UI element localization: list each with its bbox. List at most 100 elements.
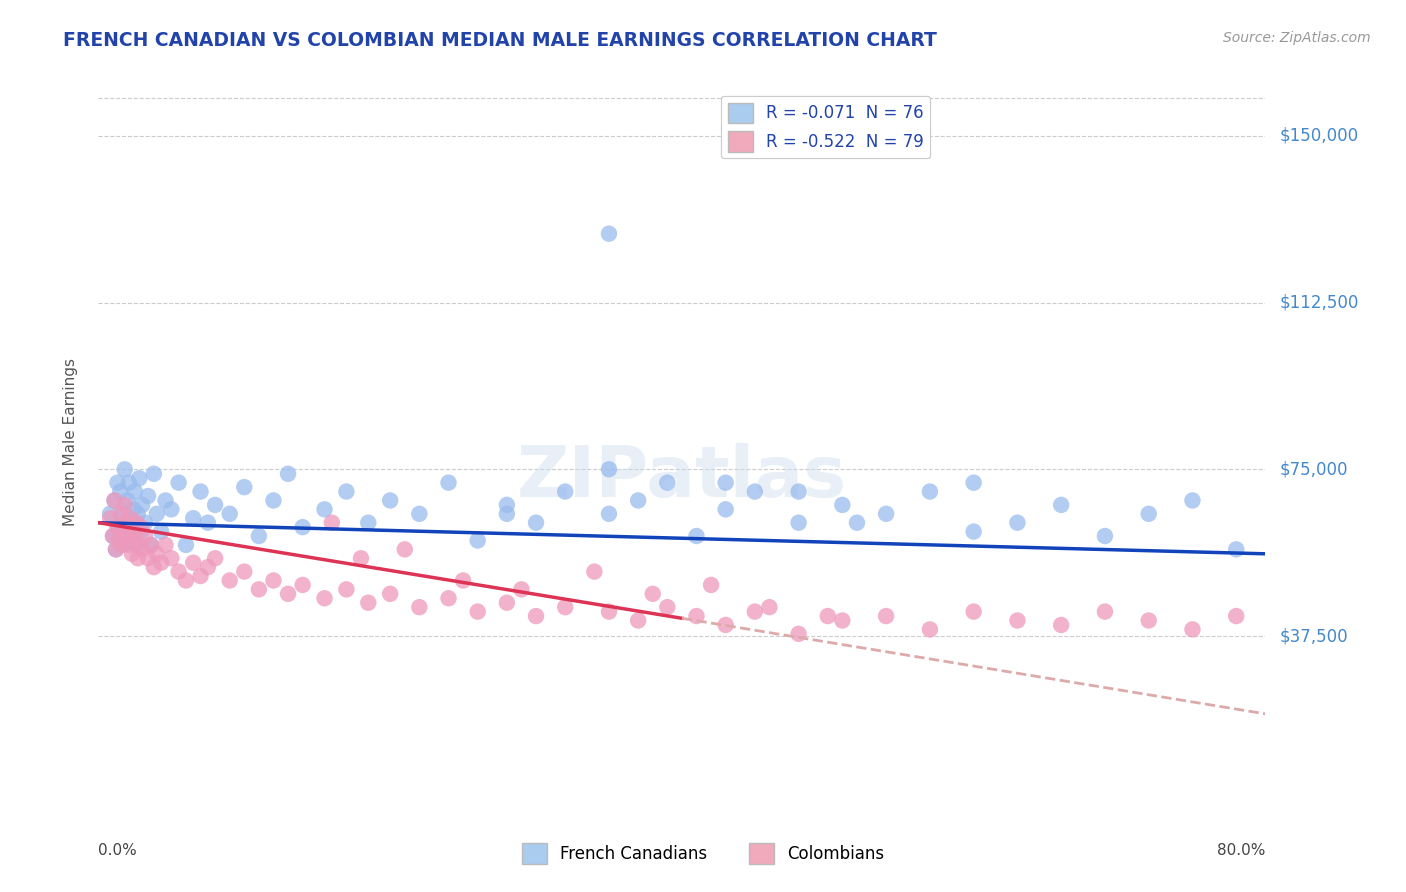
Point: [554, 600, 576, 615]
Point: [357, 596, 380, 610]
Point: [598, 507, 620, 521]
Point: [787, 516, 810, 530]
Point: [218, 507, 240, 521]
Point: [181, 511, 204, 525]
Point: [714, 618, 737, 632]
Y-axis label: Median Male Earnings: Median Male Earnings: [63, 358, 77, 525]
Point: [105, 520, 128, 534]
Point: [335, 484, 357, 499]
Text: 80.0%: 80.0%: [1218, 843, 1265, 857]
Point: [627, 614, 650, 628]
Point: [112, 507, 135, 521]
Point: [139, 538, 162, 552]
Text: ZIPatlas: ZIPatlas: [517, 443, 846, 512]
Point: [197, 516, 219, 530]
Point: [394, 542, 416, 557]
Text: $75,000: $75,000: [1279, 460, 1348, 478]
Point: [918, 484, 941, 499]
Point: [120, 511, 142, 525]
Point: [160, 502, 183, 516]
Point: [146, 547, 169, 561]
Point: [128, 538, 150, 552]
Point: [962, 475, 984, 490]
Point: [496, 498, 519, 512]
Point: [115, 516, 138, 530]
Point: [111, 538, 134, 552]
Point: [247, 582, 270, 597]
Point: [124, 533, 146, 548]
Point: [510, 582, 533, 597]
Point: [846, 516, 869, 530]
Point: [496, 507, 519, 521]
Point: [314, 502, 336, 516]
Point: [875, 507, 897, 521]
Point: [118, 538, 141, 552]
Point: [524, 609, 547, 624]
Point: [121, 516, 143, 530]
Point: [139, 538, 162, 552]
Text: Source: ZipAtlas.com: Source: ZipAtlas.com: [1223, 31, 1371, 45]
Point: [1007, 614, 1029, 628]
Point: [131, 542, 153, 557]
Point: [136, 551, 159, 566]
Point: [129, 520, 152, 534]
Point: [105, 475, 128, 490]
Point: [103, 493, 125, 508]
Point: [1225, 542, 1247, 557]
Point: [114, 462, 136, 476]
Point: [314, 591, 336, 606]
Point: [357, 516, 380, 530]
Point: [122, 524, 145, 539]
Text: FRENCH CANADIAN VS COLOMBIAN MEDIAN MALE EARNINGS CORRELATION CHART: FRENCH CANADIAN VS COLOMBIAN MEDIAN MALE…: [63, 31, 938, 50]
Point: [121, 547, 143, 561]
Point: [128, 471, 150, 485]
Point: [291, 520, 314, 534]
Point: [787, 627, 810, 641]
Point: [291, 578, 314, 592]
Point: [117, 493, 139, 508]
Point: [127, 551, 149, 566]
Point: [277, 587, 299, 601]
Point: [114, 498, 136, 512]
Point: [1137, 614, 1160, 628]
Point: [117, 529, 139, 543]
Point: [190, 569, 212, 583]
Point: [831, 614, 853, 628]
Point: [714, 502, 737, 516]
Point: [1050, 498, 1073, 512]
Point: [277, 467, 299, 481]
Point: [627, 493, 650, 508]
Point: [247, 529, 270, 543]
Point: [108, 533, 131, 548]
Point: [744, 605, 766, 619]
Point: [174, 538, 197, 552]
Point: [134, 516, 156, 530]
Point: [204, 551, 226, 566]
Point: [112, 524, 135, 539]
Point: [1181, 493, 1204, 508]
Point: [787, 484, 810, 499]
Point: [233, 565, 256, 579]
Text: $112,500: $112,500: [1279, 293, 1358, 311]
Point: [233, 480, 256, 494]
Point: [150, 556, 173, 570]
Point: [962, 524, 984, 539]
Point: [101, 529, 124, 543]
Point: [714, 475, 737, 490]
Point: [146, 507, 169, 521]
Legend: French Canadians, Colombians: French Canadians, Colombians: [515, 837, 891, 871]
Point: [831, 498, 853, 512]
Point: [190, 484, 212, 499]
Point: [467, 605, 489, 619]
Point: [408, 600, 430, 615]
Point: [98, 507, 121, 521]
Point: [380, 493, 402, 508]
Text: $37,500: $37,500: [1279, 627, 1348, 645]
Point: [1050, 618, 1073, 632]
Point: [437, 475, 460, 490]
Point: [108, 520, 131, 534]
Point: [110, 484, 132, 499]
Point: [657, 475, 679, 490]
Point: [104, 542, 127, 557]
Text: $150,000: $150,000: [1279, 127, 1358, 145]
